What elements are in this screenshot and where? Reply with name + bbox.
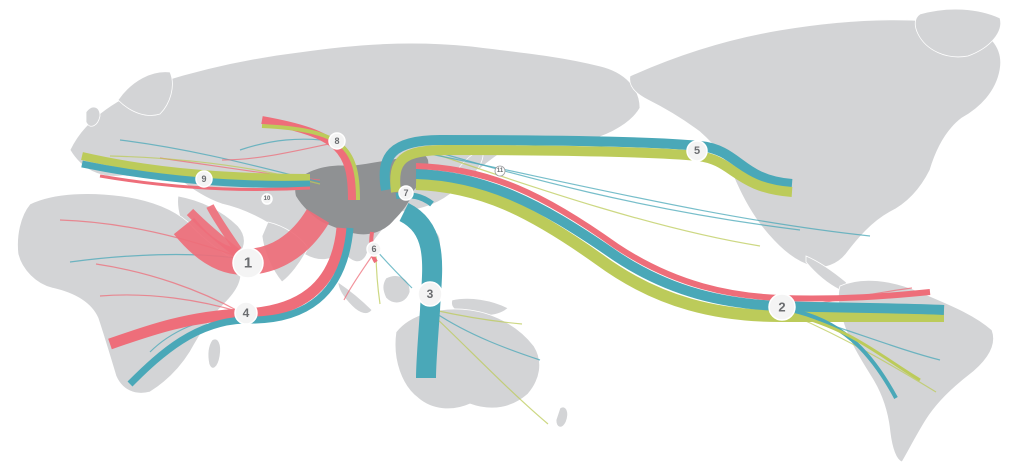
landmass-new-zealand (555, 406, 568, 428)
marker-label: 7 (403, 188, 408, 198)
thin-flow (789, 313, 937, 393)
flow-2-band-teal (415, 169, 945, 315)
flow-2-band-red (415, 163, 931, 302)
marker-label: 6 (371, 244, 376, 254)
marker-label: 11 (497, 168, 504, 174)
flow-marker-10[interactable]: 10 (261, 193, 273, 205)
flow-5-band-teal (379, 135, 793, 191)
thin-flow (375, 249, 381, 305)
land-layer (17, 8, 1002, 463)
flow-5-band-olive (390, 145, 793, 197)
flow-2-band-olive (415, 178, 944, 323)
thin-flow (429, 149, 801, 231)
markers-layer: 1 2 3 4 5 6 7 8 (195, 132, 796, 325)
marker-label: 4 (243, 306, 250, 320)
flow-marker-8[interactable]: 8 (328, 132, 346, 150)
marker-label: 8 (334, 136, 339, 146)
landmass-south-america (838, 279, 994, 463)
flow-9-band-red (99, 174, 311, 191)
flow-marker-6[interactable]: 6 (366, 241, 382, 257)
marker-label: 3 (427, 287, 434, 301)
thin-flow (433, 311, 541, 361)
flow-marker-9[interactable]: 9 (195, 170, 213, 188)
thin-flow (433, 309, 523, 325)
marker-label: 5 (694, 145, 700, 157)
flow-2-branch-teal (789, 308, 898, 399)
landmass-madagascar (207, 338, 221, 369)
flow-marker-3[interactable]: 3 (417, 281, 443, 307)
thin-flow (221, 141, 339, 161)
landmass-sumatra (337, 281, 373, 314)
landmass-britain (85, 106, 101, 127)
marker-label: 2 (778, 300, 785, 315)
flow-marker-5[interactable]: 5 (686, 140, 708, 162)
marker-label: 10 (264, 196, 271, 202)
marker-label: 1 (244, 255, 252, 272)
flow-marker-11[interactable]: 11 (494, 165, 506, 177)
thin-flow (429, 151, 761, 247)
flow-1-branch (206, 204, 242, 253)
flow-1-branch (186, 208, 239, 256)
landmass-scandinavia (117, 71, 173, 116)
flow-marker-1[interactable]: 1 (232, 247, 264, 279)
thin-flow (433, 315, 549, 425)
flow-marker-7[interactable]: 7 (398, 185, 414, 201)
thin-flow (99, 294, 241, 313)
thin-flow (429, 153, 871, 237)
landmass-borneo (382, 275, 411, 304)
landmass-greenland (914, 8, 1002, 58)
flow-marker-2[interactable]: 2 (768, 293, 796, 321)
thin-flow (95, 263, 241, 313)
flow-2-branch-olive (789, 312, 921, 382)
marker-label: 9 (201, 174, 206, 184)
flow-marker-4[interactable]: 4 (234, 301, 258, 325)
